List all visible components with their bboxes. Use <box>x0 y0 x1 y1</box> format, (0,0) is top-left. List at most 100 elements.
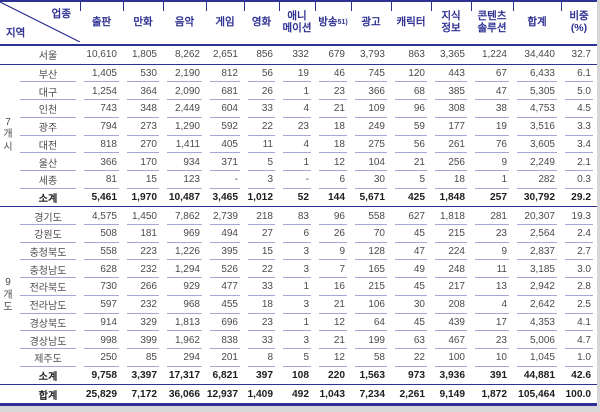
value-cell: 17,317 <box>168 369 200 381</box>
corner-label-industry: 업종 <box>51 8 71 20</box>
value-cell: 26 <box>244 82 279 101</box>
value-cell: 1 <box>471 170 513 189</box>
table-row: 인천 743 348 2,449 604 33 4 21 109 96 308 38 4,753 4.5 <box>16 100 597 118</box>
value-cell: 0.3 <box>561 170 597 189</box>
value-cell: 385 <box>431 82 471 101</box>
section-rows: 경기도 4,575 1,450 7,862 2,739 218 83 96 558 627 1,81… <box>16 207 597 384</box>
value-cell: 2,942 <box>513 278 561 296</box>
section-rows: 서울 10,610 1,805 8,262 2,651 856 332 679 3,793 863… <box>16 46 597 64</box>
value-cell: 455 <box>206 295 244 314</box>
value-cell: 9,149 <box>439 388 466 400</box>
value-cell: 492 <box>292 388 309 400</box>
value-cell: 18 <box>244 295 279 314</box>
value-cell: 348 <box>123 100 163 118</box>
value-cell: 21 <box>315 100 351 118</box>
value-cell: 7,234 <box>359 388 386 400</box>
value-cell: 332 <box>292 49 309 61</box>
corner-cell: 업종 지역 <box>0 2 80 44</box>
value-cell: 1,872 <box>481 388 508 400</box>
value-cell: 96 <box>315 207 351 225</box>
value-cell: 29.2 <box>571 191 591 203</box>
value-cell: 13 <box>471 278 513 296</box>
value-cell: 23 <box>244 313 279 332</box>
value-cell: 3,365 <box>439 49 465 61</box>
value-cell: 170 <box>123 153 163 171</box>
value-cell: 3 <box>279 331 315 349</box>
region-label: 광주 <box>16 117 80 136</box>
value-cell: 998 <box>80 331 123 349</box>
table-row: 경기도 4,575 1,450 7,862 2,739 218 83 96 558 627 1,81… <box>16 207 597 225</box>
table-row: 제주도 250 85 294 201 8 5 12 58 22 100 10 1,045 1.0 <box>16 348 597 367</box>
value-cell: 261 <box>431 135 471 154</box>
value-cell: 45 <box>391 313 431 332</box>
region-label: 전라북도 <box>16 278 80 296</box>
value-cell: 23 <box>471 331 513 349</box>
value-cell: 42.6 <box>571 369 591 381</box>
value-cell: 248 <box>431 260 471 279</box>
section-rows: 부산 1,405 530 2,190 812 56 19 46 745 120 443 67 6,433… <box>16 64 597 207</box>
table-row: 대전 818 270 1,411 405 11 4 18 275 56 261 76 3,605 3.4 <box>16 135 597 154</box>
value-cell: 10,610 <box>86 49 117 61</box>
value-cell: 730 <box>80 278 123 296</box>
value-cell: 4,353 <box>513 313 561 332</box>
group-label: 9 개 도 <box>3 277 13 314</box>
column-header: 영화 <box>244 2 279 44</box>
table-row: 소계 5,461 1,970 10,487 3,465 1,012 52 144 5,671 42… <box>16 189 597 207</box>
value-cell: 2,642 <box>513 295 561 314</box>
value-cell: 44,881 <box>523 369 555 381</box>
value-cell: 526 <box>206 260 244 279</box>
value-cell: 165 <box>351 260 391 279</box>
value-cell: 5 <box>279 348 315 367</box>
table-row: 합계 25,829 7,172 36,066 12,937 1,409 492 1,043 7,… <box>16 385 597 403</box>
group-label: 7 개 시 <box>3 116 13 153</box>
value-cell: 812 <box>206 64 244 83</box>
value-cell: 12,937 <box>206 388 238 400</box>
region-label: 대전 <box>16 135 80 154</box>
value-cell: 85 <box>123 348 163 367</box>
column-header: 캐릭터 <box>391 2 431 44</box>
value-cell: 22 <box>244 117 279 136</box>
value-cell: 391 <box>490 369 507 381</box>
value-cell: 123 <box>163 170 206 189</box>
value-cell: 4 <box>471 295 513 314</box>
value-cell: 11 <box>244 135 279 154</box>
value-cell: 46 <box>315 64 351 83</box>
value-cell: 16 <box>315 278 351 296</box>
value-cell: 58 <box>351 348 391 367</box>
table-body: 서울 10,610 1,805 8,262 2,651 856 332 679 3,793 863… <box>0 46 597 403</box>
region-label: 울산 <box>16 153 80 171</box>
value-cell: 1,405 <box>80 64 123 83</box>
value-cell: 177 <box>431 117 471 136</box>
value-cell: 12 <box>315 348 351 367</box>
region-label: 충청북도 <box>16 242 80 261</box>
value-cell: 308 <box>431 100 471 118</box>
value-cell: 9 <box>315 242 351 261</box>
value-cell: 5,305 <box>513 82 561 101</box>
column-header: 지식 정보 <box>431 2 471 44</box>
value-cell: 10 <box>471 348 513 367</box>
value-cell: 371 <box>206 153 244 171</box>
value-cell: 100.0 <box>565 388 592 400</box>
value-cell: 934 <box>163 153 206 171</box>
diagonal-divider-icon <box>0 2 80 42</box>
value-cell: 2.7 <box>561 242 597 261</box>
value-cell: 477 <box>206 278 244 296</box>
value-cell: 63 <box>391 331 431 349</box>
table-header-row: 업종 지역 출판 만화 음악 게임 영화 애니 메이션 방송 51) 광고 캐릭터 지식 정보 콘텐츠… <box>0 2 597 46</box>
value-cell: 281 <box>471 207 513 225</box>
column-header: 출판 <box>80 2 123 44</box>
value-cell: 2,564 <box>513 225 561 243</box>
value-cell: 33 <box>244 100 279 118</box>
value-cell: 604 <box>206 100 244 118</box>
value-cell: 59 <box>391 117 431 136</box>
value-cell: 215 <box>431 225 471 243</box>
value-cell: 282 <box>513 170 561 189</box>
value-cell: 679 <box>328 49 345 61</box>
value-cell: 10,487 <box>168 191 200 203</box>
region-label: 경상북도 <box>16 313 80 332</box>
column-header: 방송 51) <box>315 2 351 44</box>
value-cell: 208 <box>431 295 471 314</box>
value-cell: 2,739 <box>206 207 244 225</box>
value-cell: 3,936 <box>439 369 466 381</box>
value-cell: 1,226 <box>163 242 206 261</box>
